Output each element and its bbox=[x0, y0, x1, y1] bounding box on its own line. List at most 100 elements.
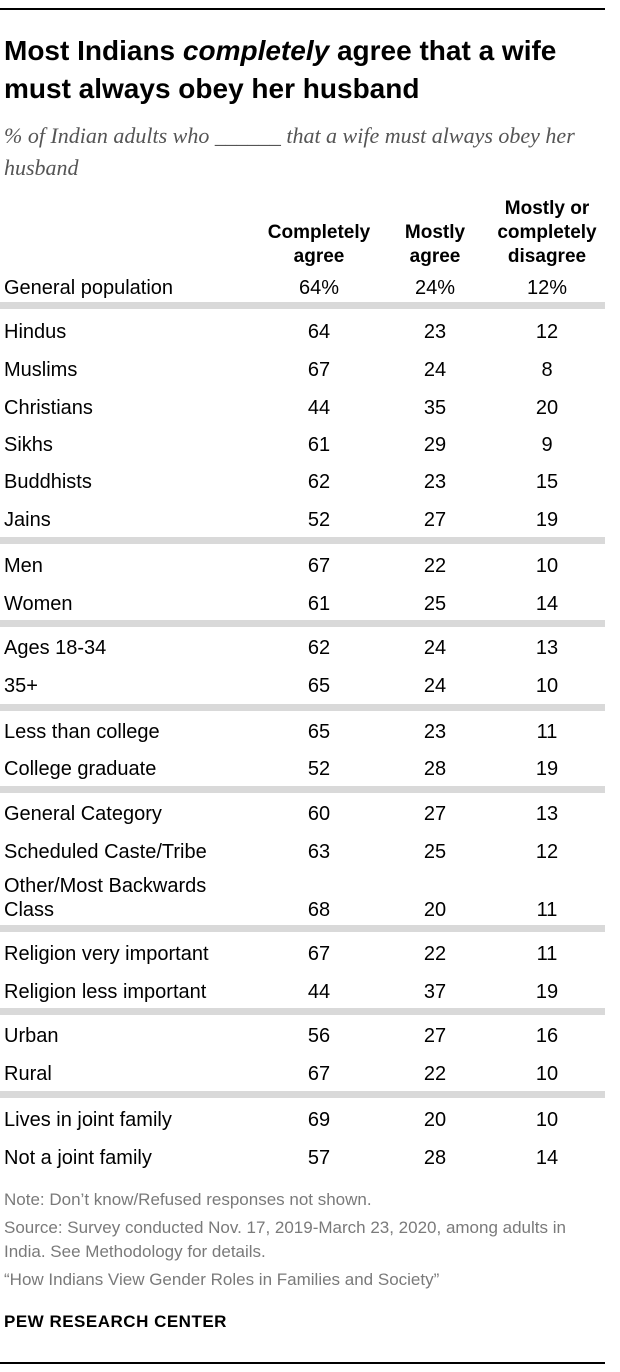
row-label-buddhists: Buddhists bbox=[4, 471, 92, 493]
cell-not-a-joint-family-col1: 57 bbox=[307, 1147, 331, 1169]
row-label-35: 35+ bbox=[4, 675, 38, 697]
cell-religion-very-important-col3: 11 bbox=[536, 943, 558, 965]
cell-ages-18-34-col1: 62 bbox=[307, 637, 331, 659]
cell-college-graduate-col1: 52 bbox=[307, 758, 331, 780]
cell-muslims-col2: 24 bbox=[423, 359, 447, 381]
cell-general-population-col1: 64% bbox=[298, 277, 340, 299]
cell-jains-col1: 52 bbox=[307, 509, 331, 531]
cell-35-col2: 24 bbox=[423, 675, 447, 697]
row-label-urban: Urban bbox=[4, 1025, 59, 1047]
row-label-ages-18-34: Ages 18-34 bbox=[4, 637, 107, 659]
cell-other-most-backwards-class-col2: 20 bbox=[423, 899, 447, 921]
cell-religion-very-important-col1: 67 bbox=[307, 943, 331, 965]
cell-christians-col1: 44 bbox=[307, 397, 331, 419]
row-label-men: Men bbox=[4, 555, 43, 577]
group-separator bbox=[0, 925, 605, 932]
cell-less-than-college-col1: 65 bbox=[307, 721, 331, 743]
cell-rural-col2: 22 bbox=[423, 1063, 447, 1085]
cell-women-col3: 14 bbox=[535, 593, 559, 615]
cell-lives-in-joint-family-col3: 10 bbox=[535, 1109, 559, 1131]
group-separator bbox=[0, 786, 605, 793]
row-label-rural: Rural bbox=[4, 1063, 52, 1085]
cell-35-col3: 10 bbox=[535, 675, 559, 697]
group-separator bbox=[0, 1008, 605, 1015]
cell-ages-18-34-col2: 24 bbox=[423, 637, 447, 659]
cell-other-most-backwards-class-col3: 11 bbox=[536, 899, 558, 921]
cell-hindus-col1: 64 bbox=[307, 321, 331, 343]
row-label-other-most-backwards-class: Other/Most Backwards Class bbox=[4, 875, 207, 921]
cell-women-col1: 61 bbox=[307, 593, 331, 615]
cell-rural-col1: 67 bbox=[307, 1063, 331, 1085]
row-label-women: Women bbox=[4, 593, 73, 615]
cell-religion-very-important-col2: 22 bbox=[423, 943, 447, 965]
cell-not-a-joint-family-col2: 28 bbox=[423, 1147, 447, 1169]
cell-scheduled-caste-tribe-col1: 63 bbox=[307, 841, 331, 863]
cell-sikhs-col1: 61 bbox=[307, 434, 331, 456]
cell-sikhs-col3: 9 bbox=[541, 434, 553, 456]
bottom-rule bbox=[0, 1362, 605, 1364]
row-label-general-category: General Category bbox=[4, 803, 162, 825]
row-label-lives-in-joint-family: Lives in joint family bbox=[4, 1109, 172, 1131]
cell-urban-col1: 56 bbox=[307, 1025, 331, 1047]
cell-scheduled-caste-tribe-col2: 25 bbox=[423, 841, 447, 863]
group-separator bbox=[0, 704, 605, 711]
cell-less-than-college-col3: 11 bbox=[536, 721, 558, 743]
cell-scheduled-caste-tribe-col3: 12 bbox=[535, 841, 559, 863]
column-header-completely-agree: Completely agree bbox=[267, 222, 371, 267]
row-label-jains: Jains bbox=[4, 509, 51, 531]
top-rule bbox=[0, 8, 605, 10]
cell-college-graduate-col2: 28 bbox=[423, 758, 447, 780]
cell-men-col3: 10 bbox=[535, 555, 559, 577]
column-header-disagree: Mostly or completely disagree bbox=[497, 198, 597, 267]
footnote-note: Note: Don’t know/Refused responses not s… bbox=[4, 1190, 372, 1209]
cell-not-a-joint-family-col3: 14 bbox=[535, 1147, 559, 1169]
cell-religion-less-important-col2: 37 bbox=[423, 981, 447, 1003]
title-part2: agree that a wife must always obey her h… bbox=[4, 35, 557, 104]
cell-religion-less-important-col3: 19 bbox=[535, 981, 559, 1003]
cell-religion-less-important-col1: 44 bbox=[307, 981, 331, 1003]
row-label-less-than-college: Less than college bbox=[4, 721, 160, 743]
cell-muslims-col1: 67 bbox=[307, 359, 331, 381]
cell-buddhists-col1: 62 bbox=[307, 471, 331, 493]
cell-men-col1: 67 bbox=[307, 555, 331, 577]
row-label-not-a-joint-family: Not a joint family bbox=[4, 1147, 152, 1169]
cell-lives-in-joint-family-col1: 69 bbox=[307, 1109, 331, 1131]
footnote-report: “How Indians View Gender Roles in Famili… bbox=[4, 1270, 440, 1289]
group-separator bbox=[0, 537, 605, 544]
brand-logo-text: PEW RESEARCH CENTER bbox=[4, 1312, 227, 1331]
footnote-source: Source: Survey conducted Nov. 17, 2019-M… bbox=[4, 1218, 566, 1261]
row-label-general-population: General population bbox=[4, 277, 174, 299]
cell-35-col1: 65 bbox=[307, 675, 331, 697]
cell-jains-col3: 19 bbox=[535, 509, 559, 531]
row-label-religion-very-important: Religion very important bbox=[4, 943, 209, 965]
cell-urban-col2: 27 bbox=[423, 1025, 447, 1047]
cell-christians-col3: 20 bbox=[535, 397, 559, 419]
cell-hindus-col3: 12 bbox=[535, 321, 559, 343]
cell-general-category-col3: 13 bbox=[535, 803, 559, 825]
cell-jains-col2: 27 bbox=[423, 509, 447, 531]
cell-buddhists-col2: 23 bbox=[423, 471, 447, 493]
group-separator bbox=[0, 1091, 605, 1098]
chart-subtitle: % of Indian adults who ______ that a wif… bbox=[4, 123, 575, 180]
cell-christians-col2: 35 bbox=[423, 397, 447, 419]
row-label-hindus: Hindus bbox=[4, 321, 67, 343]
cell-sikhs-col2: 29 bbox=[423, 434, 447, 456]
row-label-religion-less-important: Religion less important bbox=[4, 981, 207, 1003]
title-part1: Most Indians bbox=[4, 35, 183, 66]
group-separator bbox=[0, 302, 605, 309]
cell-men-col2: 22 bbox=[423, 555, 447, 577]
cell-less-than-college-col2: 23 bbox=[423, 721, 447, 743]
row-label-sikhs: Sikhs bbox=[4, 434, 53, 456]
cell-general-category-col1: 60 bbox=[307, 803, 331, 825]
cell-hindus-col2: 23 bbox=[423, 321, 447, 343]
row-label-christians: Christians bbox=[4, 397, 93, 419]
row-label-college-graduate: College graduate bbox=[4, 758, 157, 780]
cell-rural-col3: 10 bbox=[535, 1063, 559, 1085]
cell-women-col2: 25 bbox=[423, 593, 447, 615]
row-label-scheduled-caste-tribe: Scheduled Caste/Tribe bbox=[4, 841, 207, 863]
cell-general-population-col2: 24% bbox=[414, 277, 456, 299]
group-separator bbox=[0, 620, 605, 627]
chart-title: Most Indians completely agree that a wif… bbox=[4, 32, 604, 108]
row-label-muslims: Muslims bbox=[4, 359, 78, 381]
column-header-mostly-agree: Mostly agree bbox=[404, 222, 466, 267]
